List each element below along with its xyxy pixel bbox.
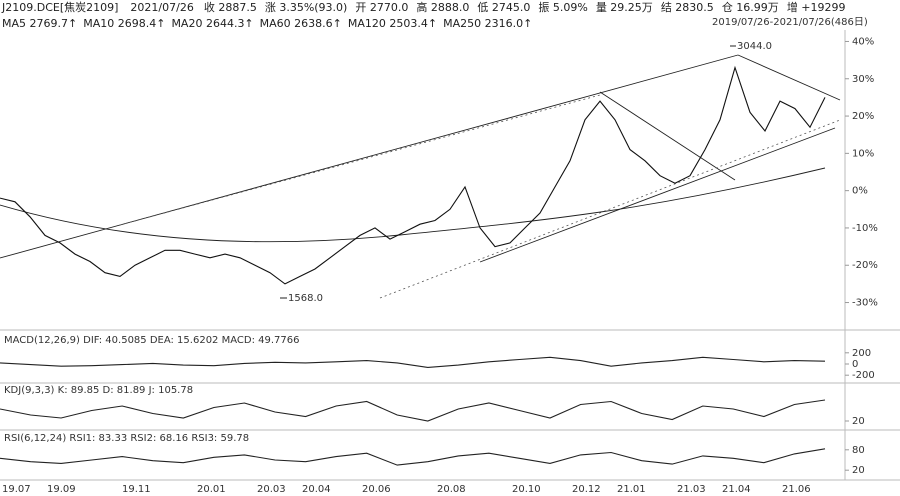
annotation: 1568.0: [288, 293, 323, 304]
quote-field: 涨 3.35%(93.0): [265, 1, 348, 14]
y-tick-label: 40%: [852, 36, 874, 47]
range-label: 2019/07/26-2021/07/26(486日): [712, 17, 868, 28]
trend-line: [599, 91, 736, 181]
x-tick-label: 20.08: [437, 484, 466, 495]
y-tick-label: 0%: [852, 186, 868, 197]
x-tick-label: 19.07: [2, 484, 31, 495]
ma-legend: MA120 2503.4↑: [348, 17, 437, 30]
ma-legend: MA10 2698.4↑: [83, 17, 165, 30]
annotation: 3044.0: [737, 41, 772, 52]
indicator-title: MACD(12,26,9) DIF: 40.5085 DEA: 15.6202 …: [4, 335, 299, 346]
y-tick-label: -10%: [852, 223, 878, 234]
x-tick-label: 21.06: [782, 484, 811, 495]
x-tick-label: 19.09: [47, 484, 76, 495]
ma-legend: MA20 2644.3↑: [171, 17, 253, 30]
ma-legend: MA60 2638.6↑: [260, 17, 342, 30]
series-line: [0, 356, 826, 368]
x-tick-label: 20.03: [257, 484, 286, 495]
symbol: J2109.DCE[焦炭2109]: [1, 1, 118, 14]
y-tick-label: 80: [852, 445, 865, 456]
y-tick-label: -20%: [852, 260, 878, 271]
y-tick-label: 20%: [852, 111, 874, 122]
series-line: [0, 65, 826, 285]
y-tick-label: 0: [852, 359, 858, 370]
quote-field: 开 2770.0: [355, 1, 408, 14]
ma-legend: MA5 2769.7↑: [2, 17, 77, 30]
quote-field: 收 2887.5: [204, 0, 257, 14]
x-tick-label: 21.01: [617, 484, 646, 495]
trend-line: [737, 54, 841, 101]
quote-field: 振 5.09%: [538, 0, 587, 14]
trend-line: [379, 119, 841, 299]
y-tick-label: 20: [852, 465, 865, 476]
date: 2021/07/26: [130, 1, 193, 14]
x-tick-label: 20.04: [302, 484, 331, 495]
quote-field: 结 2830.5: [661, 1, 714, 14]
ma-curve: [0, 167, 826, 243]
quote-field: 增 +19299: [787, 0, 846, 14]
quote-field: 高 2888.0: [416, 0, 469, 14]
indicator-title: RSI(6,12,24) RSI1: 83.33 RSI2: 68.16 RSI…: [4, 433, 249, 444]
series-line: [0, 399, 826, 422]
x-tick-label: 21.03: [677, 484, 706, 495]
x-tick-label: 20.06: [362, 484, 391, 495]
y-tick-label: -200: [852, 370, 875, 381]
y-tick-label: 30%: [852, 74, 874, 85]
indicator-title: KDJ(9,3,3) K: 89.85 D: 81.89 J: 105.78: [4, 385, 193, 396]
x-tick-label: 19.11: [122, 484, 151, 495]
quote-field: 低 2745.0: [477, 1, 530, 14]
y-tick-label: 20: [852, 416, 865, 427]
quote-field: 仓 16.99万: [722, 0, 779, 14]
y-tick-label: 200: [852, 348, 871, 359]
quote-field: 量 29.25万: [596, 1, 653, 14]
x-tick-label: 21.04: [722, 484, 751, 495]
y-tick-label: -30%: [852, 298, 878, 309]
ma-legend: MA250 2316.0↑: [443, 17, 532, 30]
y-tick-label: 10%: [852, 148, 874, 159]
series-line: [0, 448, 826, 466]
trend-line: [479, 127, 836, 263]
x-tick-label: 20.12: [572, 484, 601, 495]
x-tick-label: 20.01: [197, 484, 226, 495]
x-tick-label: 20.10: [512, 484, 541, 495]
trend-line: [0, 54, 739, 259]
